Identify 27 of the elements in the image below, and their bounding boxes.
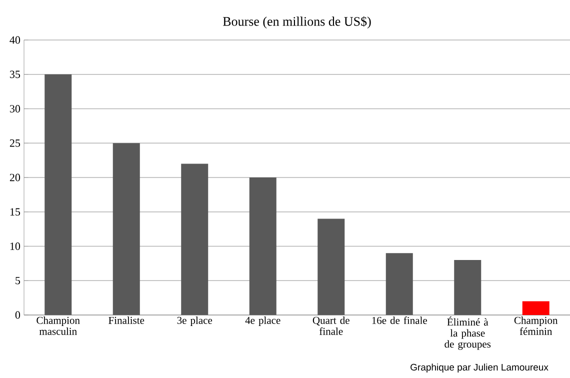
y-tick-label: 10 bbox=[10, 242, 20, 250]
bar bbox=[44, 74, 72, 315]
x-tick-label: 4e place bbox=[245, 316, 280, 326]
y-tick-label: 20 bbox=[10, 174, 20, 182]
bar bbox=[318, 218, 345, 315]
y-tick-label: 0 bbox=[15, 311, 20, 319]
y-tick-label: 15 bbox=[10, 208, 20, 216]
x-tick-label: 3e place bbox=[177, 316, 212, 326]
bar bbox=[181, 164, 208, 315]
x-tick-label: Finaliste bbox=[108, 316, 144, 324]
y-tick-label: 30 bbox=[10, 105, 20, 112]
bar bbox=[112, 143, 140, 315]
x-tick-label: Quart de finale bbox=[312, 316, 350, 335]
chart-title: Bourse (en millions de US$) bbox=[222, 16, 371, 28]
y-tick-label: 35 bbox=[10, 70, 20, 78]
y-tick-label: 5 bbox=[16, 276, 20, 284]
x-tick-label: Éliminé à la phase de groupes bbox=[444, 316, 491, 350]
text: Graphique par Julien Lamoureux bbox=[410, 364, 548, 372]
bar bbox=[522, 301, 550, 315]
bar bbox=[386, 253, 413, 315]
bar bbox=[249, 178, 276, 315]
bar bbox=[454, 260, 482, 315]
x-tick-label: Champion féminin bbox=[514, 316, 558, 335]
x-tick-label: Champion masculin bbox=[36, 316, 80, 335]
y-tick-label: 40 bbox=[10, 36, 20, 44]
y-tick-label: 25 bbox=[10, 139, 20, 147]
x-tick-label: 16e de finale bbox=[372, 316, 427, 324]
